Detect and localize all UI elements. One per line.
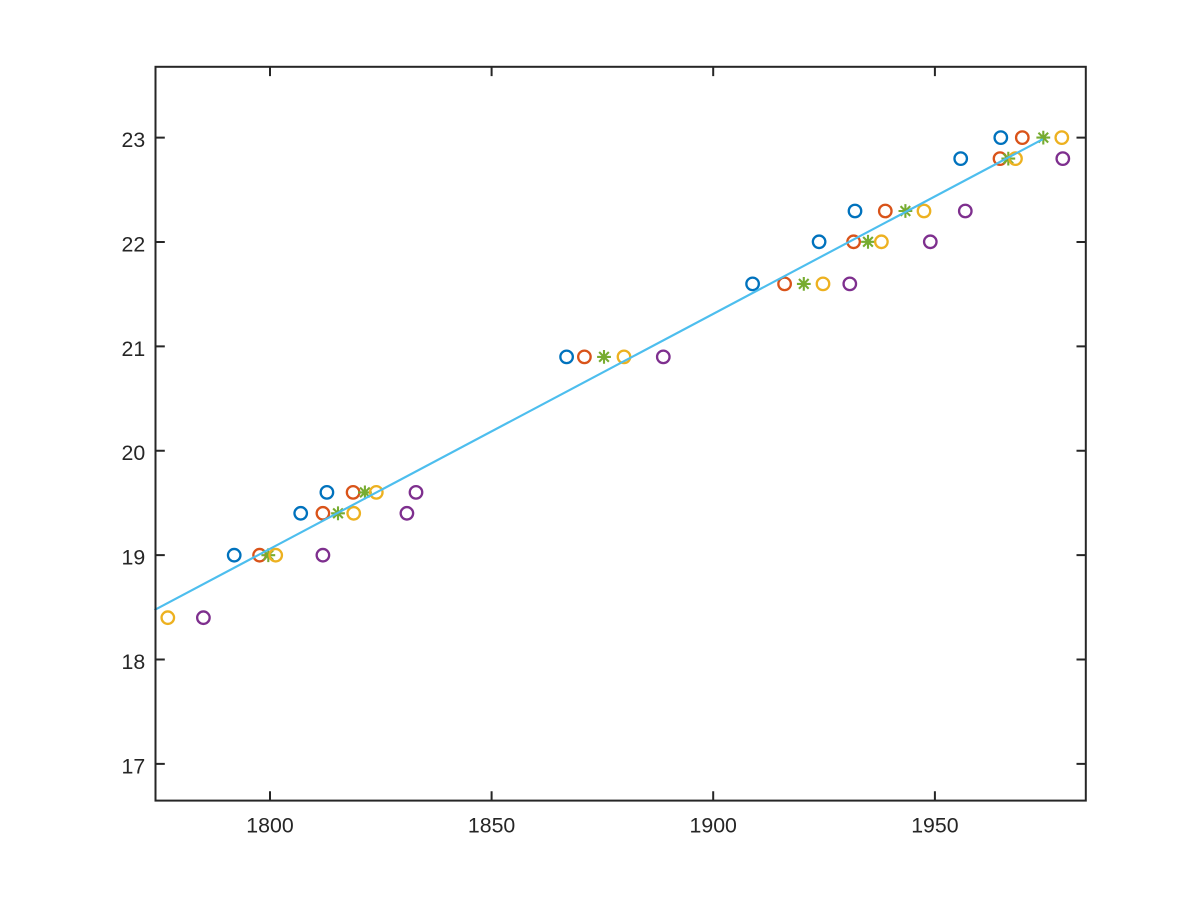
svg-text:1900: 1900: [690, 814, 738, 838]
svg-text:22: 22: [121, 232, 145, 256]
svg-text:21: 21: [121, 337, 145, 361]
svg-text:1850: 1850: [468, 814, 516, 838]
svg-text:1800: 1800: [246, 814, 294, 838]
svg-text:1950: 1950: [911, 814, 959, 838]
svg-text:18: 18: [121, 650, 145, 674]
svg-text:19: 19: [121, 546, 145, 570]
svg-text:20: 20: [121, 441, 145, 465]
svg-text:17: 17: [121, 754, 145, 778]
svg-text:23: 23: [121, 128, 145, 152]
